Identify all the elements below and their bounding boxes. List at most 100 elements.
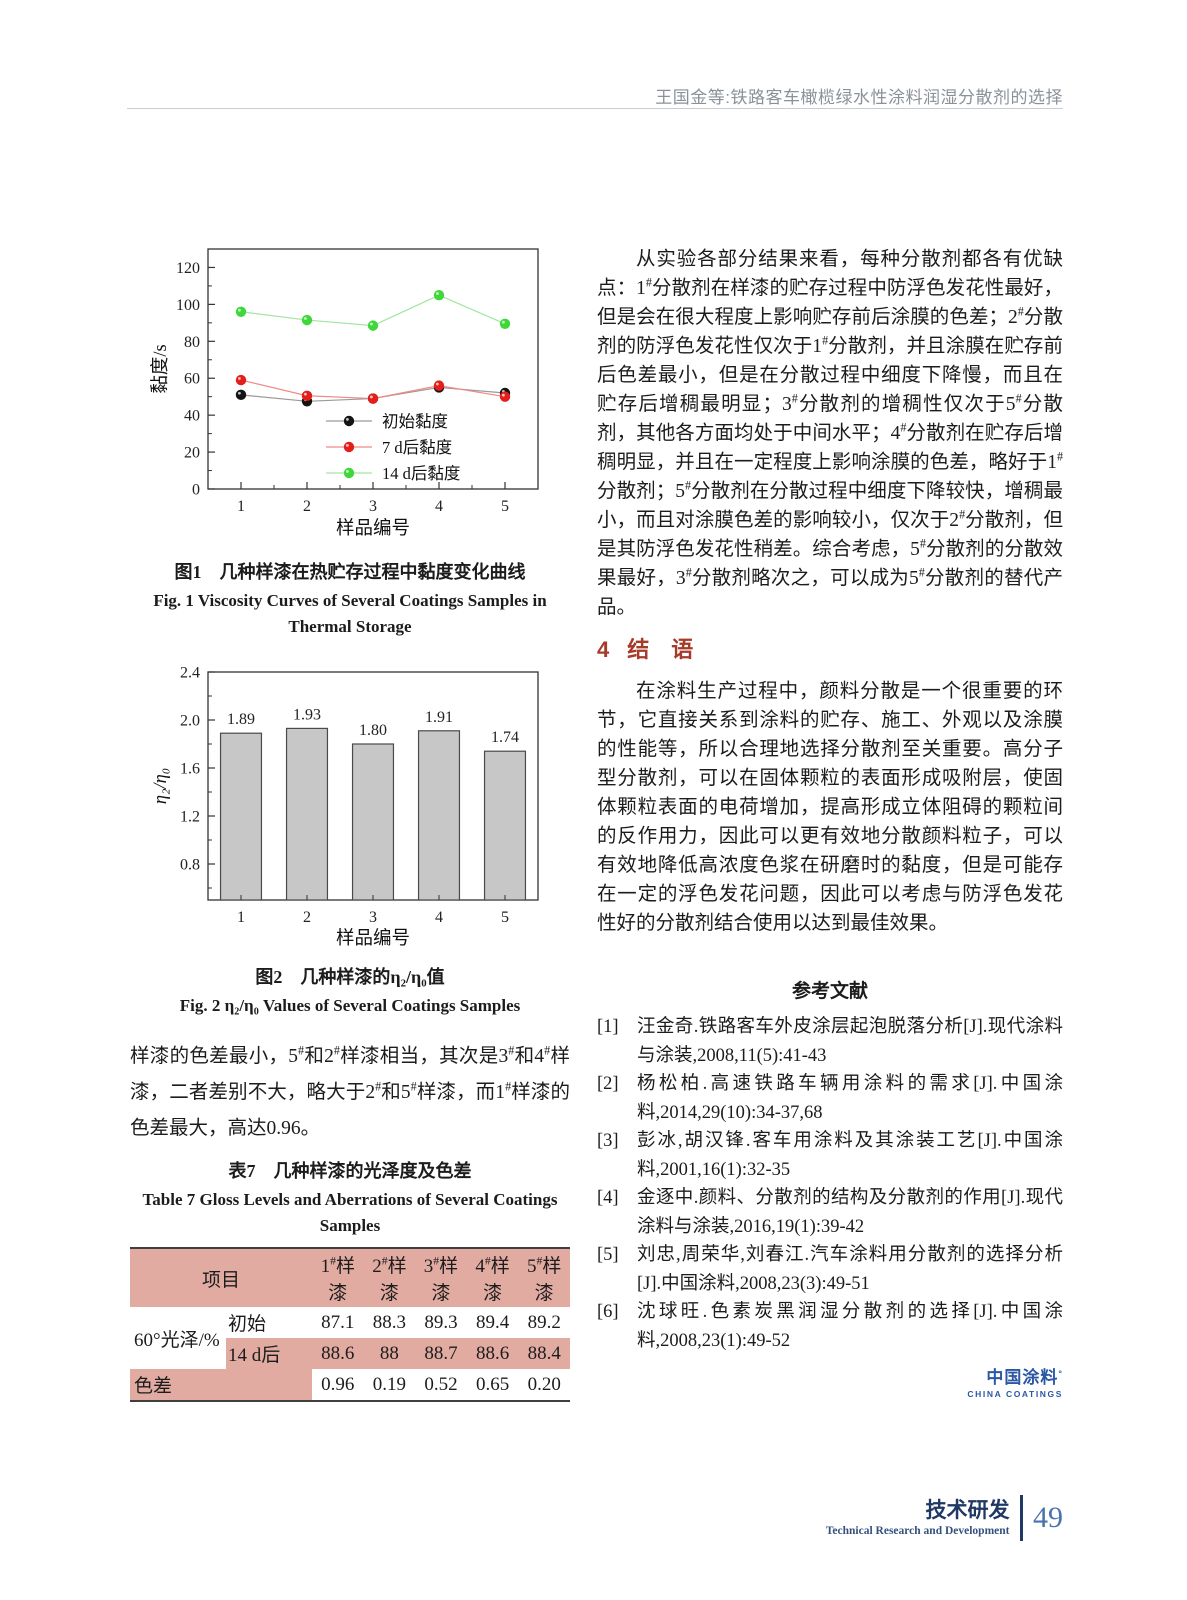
svg-text:样品编号: 样品编号 bbox=[336, 518, 410, 539]
running-title: 王国金等:铁路客车橄榄绿水性涂料润湿分散剂的选择 bbox=[655, 88, 1063, 107]
table7-cell: 0.96 bbox=[321, 1373, 355, 1395]
svg-text:1: 1 bbox=[237, 498, 245, 515]
right-column: 从实验各部分结果来看，每种分散剂都各有优缺点：1#分散剂在样漆的贮存过程中防浮色… bbox=[597, 245, 1063, 1399]
table7-cell: 0.65 bbox=[475, 1373, 510, 1395]
table7-row-label: 初始 bbox=[228, 1314, 267, 1335]
svg-text:初始黏度: 初始黏度 bbox=[382, 412, 448, 431]
table7-cell: 89.2 bbox=[527, 1311, 561, 1333]
figure2-caption-en: Fig. 2 η₂/η₀ Values of Several Coatings … bbox=[179, 996, 521, 1015]
table7-row-14d: 14 d后 88.6 88 88.7 88.6 88.4 bbox=[130, 1338, 570, 1369]
china-coatings-logo: 中国涂料° CHINA COATINGS bbox=[597, 1363, 1063, 1399]
table7-header-row: 项目 1#样漆 2#样漆 3#样漆 4#样漆 5#样漆 bbox=[130, 1248, 570, 1307]
color-difference-paragraph: 样漆的色差最小，5#和2#样漆相当，其次是3#和4#样漆，二者差别不大，略大于2… bbox=[130, 1043, 570, 1139]
section4-heading: 4 结 语 bbox=[597, 635, 1063, 665]
svg-text:1.74: 1.74 bbox=[491, 729, 519, 746]
table7-header-sample5: 5#样漆 bbox=[518, 1248, 570, 1307]
figure2-eta-bar-chart: 0.8 1.2 1.6 2.0 2.4 1.89 1 1.93 2 1.80 3 1.91 4 1.74 5… bbox=[150, 662, 550, 955]
section-number: 4 bbox=[597, 637, 610, 662]
svg-text:3: 3 bbox=[369, 909, 377, 926]
table7-cell: 88.6 bbox=[312, 1338, 364, 1369]
left-column: 0 20 40 60 80 100 120 1 2 3 4 5 初始黏度 7 d后黏度 14 d后黏度样品编… bbox=[130, 237, 570, 1402]
table7-row-label: 色差 bbox=[130, 1369, 312, 1401]
svg-text:η₂/η₀: η₂/η₀ bbox=[151, 768, 171, 804]
table7-group-label: 60°光泽/% bbox=[134, 1329, 220, 1351]
svg-text:1.89: 1.89 bbox=[227, 711, 255, 728]
svg-text:5: 5 bbox=[501, 498, 509, 515]
svg-text:2.4: 2.4 bbox=[180, 665, 200, 682]
logo-registered-mark: ° bbox=[1058, 1368, 1063, 1379]
table7-header-sample1: 1#样漆 bbox=[312, 1248, 364, 1307]
svg-text:100: 100 bbox=[176, 297, 200, 314]
figure1-caption-cn: 图1 几种样漆在热贮存过程中黏度变化曲线 bbox=[174, 562, 526, 582]
table7-row-label: 14 d后 bbox=[226, 1338, 312, 1369]
figure2-caption-cn: 图2 几种样漆的η₂/η₀值 bbox=[255, 967, 445, 987]
table7: 项目 1#样漆 2#样漆 3#样漆 4#样漆 5#样漆 60°光泽/% 初始 8… bbox=[130, 1247, 570, 1402]
table7-header-item: 项目 bbox=[130, 1248, 312, 1307]
svg-text:4: 4 bbox=[435, 498, 443, 515]
header-rule bbox=[127, 108, 1063, 109]
svg-text:0.8: 0.8 bbox=[180, 857, 200, 874]
svg-text:14 d后黏度: 14 d后黏度 bbox=[382, 464, 460, 483]
table7-cell: 88.3 bbox=[372, 1311, 407, 1333]
svg-text:0: 0 bbox=[192, 482, 200, 499]
svg-text:4: 4 bbox=[435, 909, 443, 926]
footer-divider-bar bbox=[1019, 1495, 1023, 1541]
table7-cell: 89.3 bbox=[424, 1311, 458, 1333]
logo-en-text: CHINA COATINGS bbox=[967, 1389, 1063, 1399]
svg-text:5: 5 bbox=[501, 909, 509, 926]
table7-header-sample3: 3#样漆 bbox=[415, 1248, 467, 1307]
conclusion-paragraph: 在涂料生产过程中，颜料分散是一个很重要的环节，它直接关系到涂料的贮存、施工、外观… bbox=[597, 681, 1063, 934]
svg-text:样品编号: 样品编号 bbox=[336, 928, 410, 949]
reference-item: [5] 刘忠,周荣华,刘春江.汽车涂料用分散剂的选择分析[J].中国涂料,2008… bbox=[597, 1245, 1063, 1294]
footer-label-en: Technical Research and Development bbox=[825, 1525, 1010, 1537]
page-footer: 技术研发 Technical Research and Development … bbox=[826, 1495, 1063, 1541]
table7-cell: 89.4 bbox=[475, 1311, 510, 1333]
references-title: 参考文献 bbox=[791, 981, 868, 1002]
svg-text:80: 80 bbox=[184, 334, 200, 351]
svg-text:2.0: 2.0 bbox=[180, 713, 200, 730]
footer-section-label: 技术研发 Technical Research and Development bbox=[826, 1499, 1010, 1537]
table7-row-aberration: 色差 0.96 0.19 0.52 0.65 0.20 bbox=[130, 1369, 570, 1401]
table7-cell: 0.52 bbox=[424, 1373, 458, 1395]
table7-header-sample2: 2#样漆 bbox=[363, 1248, 416, 1307]
page-number: 49 bbox=[1033, 1501, 1063, 1534]
footer-label-cn: 技术研发 bbox=[925, 1499, 1010, 1522]
reference-item: [1] 汪金奇.铁路客车外皮涂层起泡脱落分析[J].现代涂料与涂装,2008,11… bbox=[597, 1017, 1063, 1066]
svg-text:黏度/s: 黏度/s bbox=[150, 344, 171, 393]
table7-caption-en: Table 7 Gloss Levels and Aberrations of … bbox=[142, 1190, 558, 1235]
svg-text:1.2: 1.2 bbox=[180, 809, 200, 826]
svg-text:1.6: 1.6 bbox=[180, 761, 200, 778]
svg-text:1: 1 bbox=[237, 909, 245, 926]
svg-text:120: 120 bbox=[176, 260, 200, 277]
table7-cell: 87.1 bbox=[321, 1311, 355, 1333]
svg-text:2: 2 bbox=[303, 909, 311, 926]
svg-text:40: 40 bbox=[184, 408, 200, 425]
table7-cell: 88.7 bbox=[415, 1338, 467, 1369]
table7-cell: 0.20 bbox=[527, 1373, 561, 1395]
svg-text:2: 2 bbox=[303, 498, 311, 515]
svg-text:3: 3 bbox=[369, 498, 377, 515]
reference-item: [4] 金逐中.颜料、分散剂的结构及分散剂的作用[J].现代涂料与涂装,2016,… bbox=[597, 1188, 1063, 1237]
svg-text:20: 20 bbox=[184, 445, 200, 462]
svg-text:60: 60 bbox=[184, 371, 200, 388]
svg-text:1.80: 1.80 bbox=[359, 722, 387, 739]
references-list: [1] 汪金奇.铁路客车外皮涂层起泡脱落分析[J].现代涂料与涂装,2008,11… bbox=[597, 1013, 1063, 1355]
discussion-paragraph: 从实验各部分结果来看，每种分散剂都各有优缺点：1#分散剂在样漆的贮存过程中防浮色… bbox=[597, 249, 1063, 618]
table7-cell: 0.19 bbox=[372, 1373, 407, 1395]
table7-cell: 88.4 bbox=[518, 1338, 570, 1369]
svg-text:1.93: 1.93 bbox=[293, 706, 321, 723]
table7-row-initial: 60°光泽/% 初始 87.1 88.3 89.3 89.4 89.2 bbox=[130, 1307, 570, 1351]
section-title: 结 语 bbox=[627, 637, 694, 662]
svg-text:7 d后黏度: 7 d后黏度 bbox=[382, 438, 452, 457]
table7-cell: 88.6 bbox=[466, 1338, 519, 1369]
reference-item: [3] 彭冰,胡汉锋.客车用涂料及其涂装工艺[J].中国涂料,2001,16(1)… bbox=[597, 1131, 1063, 1180]
table7-header-sample4: 4#样漆 bbox=[466, 1248, 519, 1307]
table7-caption-cn: 表7 几种样漆的光泽度及色差 bbox=[228, 1161, 472, 1181]
logo-cn-text: 中国涂料° bbox=[986, 1368, 1063, 1387]
svg-text:1.91: 1.91 bbox=[425, 709, 453, 726]
figure1-viscosity-line-chart: 0 20 40 60 80 100 120 1 2 3 4 5 初始黏度 7 d后黏度 14 d后黏度样品编… bbox=[150, 237, 550, 546]
table7-cell: 88 bbox=[363, 1338, 416, 1369]
reference-item: [2] 杨松柏.高速铁路车辆用涂料的需求[J].中国涂料,2014,29(10):… bbox=[597, 1074, 1063, 1123]
figure1-caption-en: Fig. 1 Viscosity Curves of Several Coati… bbox=[153, 591, 547, 636]
